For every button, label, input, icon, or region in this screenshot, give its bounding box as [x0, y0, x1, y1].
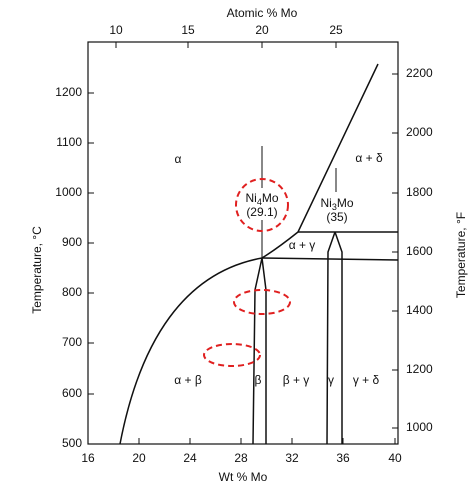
region-label: β: [255, 373, 262, 387]
region-label: α + β: [174, 373, 202, 387]
left-tick-label: 600: [62, 386, 82, 400]
top-axis-title: Atomic % Mo: [227, 6, 298, 20]
composition-label: (35): [326, 210, 347, 224]
left-tick-label: 1100: [56, 135, 82, 149]
region-label: α + γ: [289, 238, 316, 252]
left-tick-label: 1200: [55, 85, 82, 99]
compound-label: Ni4Mo: [245, 191, 278, 207]
composition-label: (29.1): [246, 205, 277, 219]
element: Ni: [320, 196, 331, 210]
region-label: α + δ: [355, 151, 383, 165]
region-label: γ + δ: [353, 373, 380, 387]
right-tick-label: 2200: [406, 66, 433, 80]
bottom-tick-label: 28: [234, 451, 248, 465]
bottom-tick-label: 24: [183, 451, 197, 465]
highlight-circle: [235, 178, 289, 232]
beta-phase: [252, 257, 267, 445]
bottom-tick-label: 20: [132, 451, 146, 465]
left-tick-label: 500: [62, 436, 82, 450]
element: Ni: [245, 191, 256, 205]
region-label: α: [175, 152, 182, 166]
region-label: γ: [328, 373, 334, 387]
left-tick-label: 800: [62, 285, 82, 299]
right-tick-label: 1400: [406, 303, 433, 317]
composition-line: [261, 146, 337, 258]
left-tick-label: 700: [62, 335, 82, 349]
compound-label: Ni3Mo: [320, 196, 353, 212]
eutectoid-line: [261, 257, 399, 261]
bottom-axis-title: Wt % Mo: [219, 470, 268, 484]
left-tick-label: 900: [62, 235, 82, 249]
top-tick-label: 15: [181, 23, 195, 37]
alpha-boundary: [261, 63, 379, 259]
bottom-tick-label: 36: [336, 451, 350, 465]
element: Mo: [337, 196, 354, 210]
region-label: β + γ: [283, 373, 310, 387]
plot-frame: [87, 41, 399, 445]
subscript: 3: [332, 202, 337, 212]
top-tick-label: 20: [255, 23, 269, 37]
bottom-tick-label: 16: [81, 451, 95, 465]
left-tick-label: 1000: [55, 185, 82, 199]
top-tick-label: 10: [109, 23, 123, 37]
top-tick-label: 25: [329, 23, 343, 37]
subscript: 4: [257, 197, 262, 207]
element: Mo: [262, 191, 279, 205]
highlight-ellipse: [203, 343, 261, 367]
bottom-tick-label: 40: [388, 451, 402, 465]
right-tick-label: 1800: [406, 185, 433, 199]
gamma-phase: [326, 231, 343, 445]
left-axis-title: Temperature, °C: [30, 226, 44, 314]
right-tick-label: 2000: [406, 125, 433, 139]
highlight-ellipse: [233, 289, 291, 315]
right-tick-label: 1600: [406, 244, 433, 258]
right-tick-label: 1200: [406, 362, 433, 376]
right-tick-label: 1000: [406, 420, 433, 434]
bottom-tick-label: 32: [285, 451, 299, 465]
solvus: [119, 257, 263, 445]
right-axis-title: Temperature, °F: [454, 212, 468, 298]
